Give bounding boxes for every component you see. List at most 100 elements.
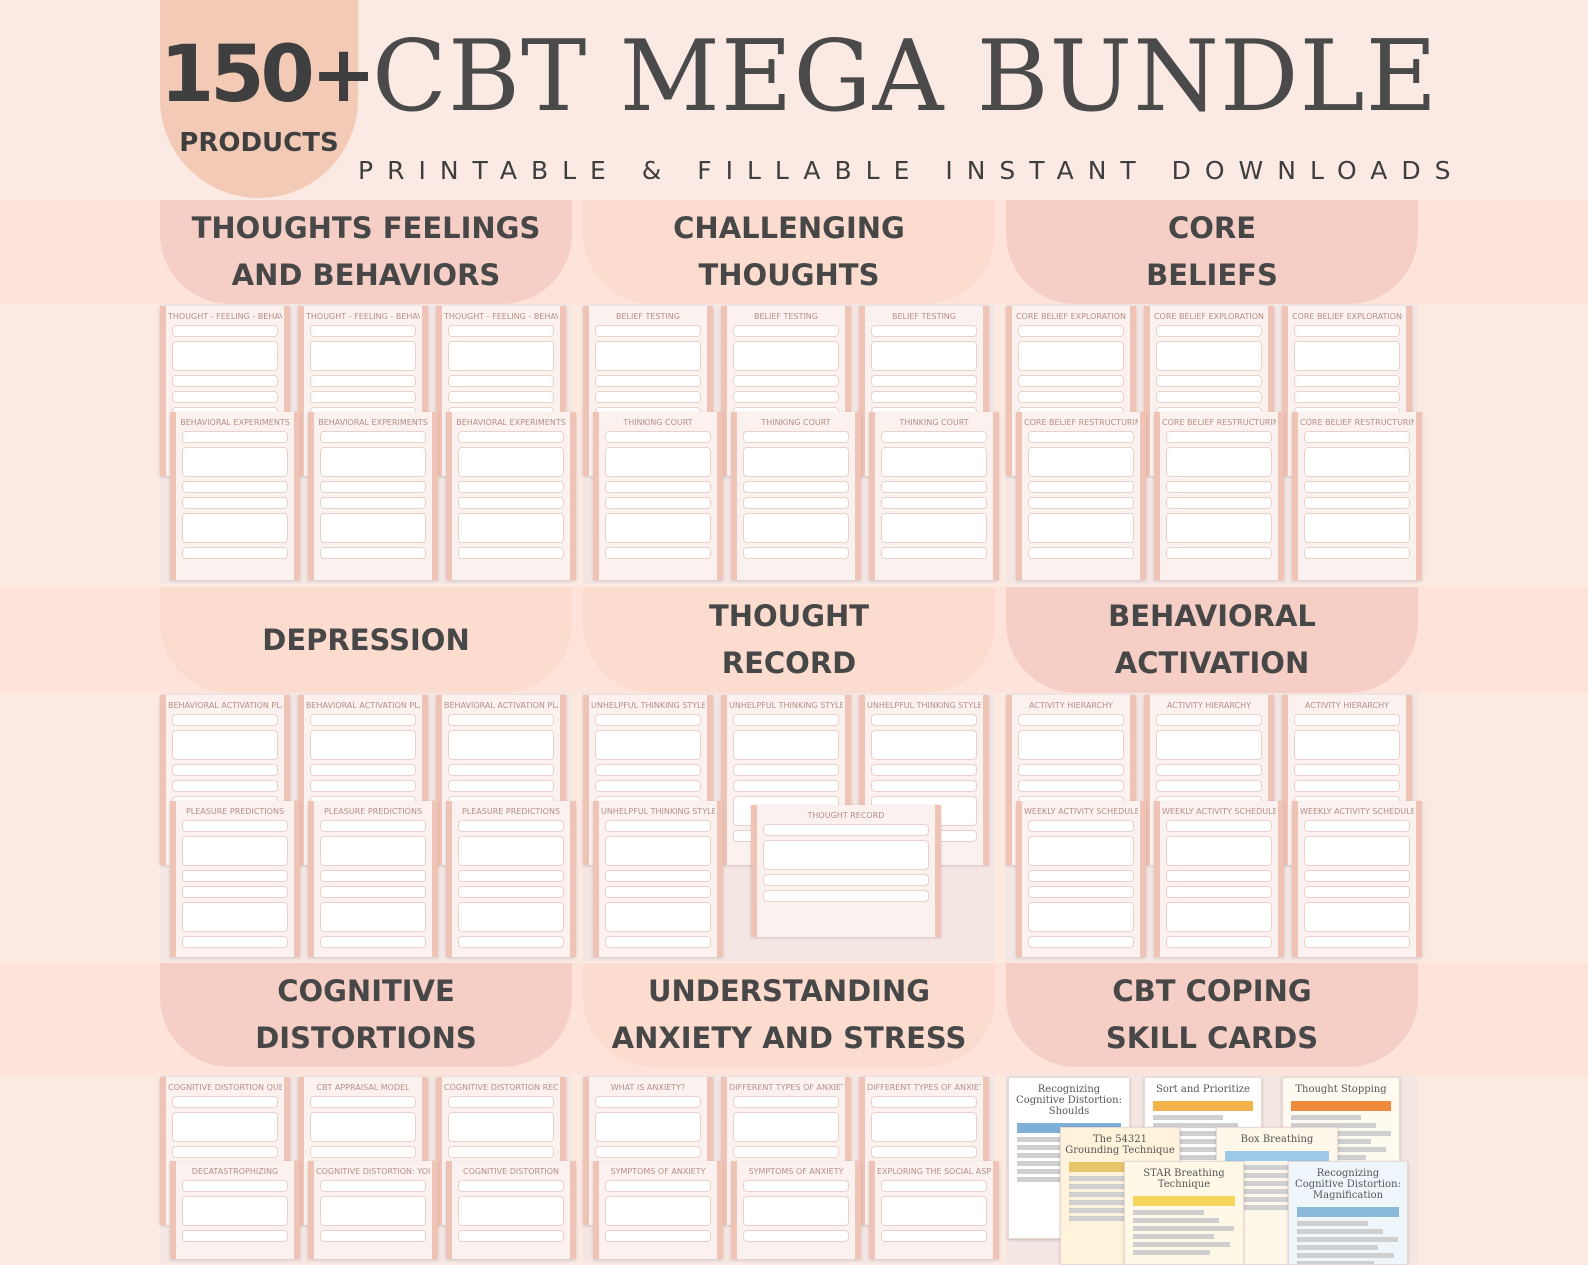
- worksheet-field: [320, 886, 426, 898]
- worksheet-field: [1028, 481, 1134, 493]
- card-title: Recognizing Cognitive Distortion: Should…: [1016, 1084, 1122, 1117]
- worksheet-field: [172, 325, 278, 337]
- worksheet-field: [1166, 820, 1272, 832]
- worksheet-title: CORE BELIEF EXPLORATION: [1015, 312, 1127, 321]
- worksheet-field: [1294, 764, 1400, 776]
- worksheet-title: COGNITIVE DISTORTION: [462, 1167, 560, 1176]
- worksheet-field: [458, 936, 564, 948]
- worksheet-title: WHAT IS ANXIETY?: [610, 1083, 686, 1092]
- worksheet-field: [1028, 836, 1134, 866]
- worksheet-field: [320, 1196, 426, 1226]
- card-text-line: [1291, 1115, 1361, 1120]
- section-tab: DEPRESSION: [160, 587, 572, 693]
- worksheet-field: [1018, 375, 1124, 387]
- section-title: CORE BELIEFS: [1146, 211, 1278, 292]
- worksheet-field: [1304, 431, 1410, 443]
- worksheet-field: [320, 936, 426, 948]
- worksheet-field: [733, 764, 839, 776]
- worksheet-field: [310, 730, 416, 760]
- card-accent-bar: [1225, 1151, 1329, 1161]
- coping-skill-card[interactable]: Recognizing Cognitive Distortion: Magnif…: [1288, 1161, 1408, 1265]
- worksheet-field: [182, 902, 288, 932]
- worksheet-field: [881, 497, 987, 509]
- worksheet-title: THOUGHT RECORD: [807, 811, 885, 820]
- worksheet-field: [320, 836, 426, 866]
- worksheet-thumbnail[interactable]: THINKING COURT: [869, 412, 999, 580]
- section-title: CHALLENGING THOUGHTS: [673, 211, 905, 292]
- worksheet-title: CORE BELIEF RESTRUCTURING: [1300, 418, 1414, 427]
- worksheet-field: [458, 1196, 564, 1226]
- worksheet-thumbnail[interactable]: CORE BELIEF RESTRUCTURING: [1016, 412, 1146, 580]
- worksheet-thumbnail[interactable]: THOUGHT RECORD: [751, 805, 941, 937]
- worksheet-title: SYMPTOMS OF ANXIETY: [748, 1167, 844, 1176]
- worksheet-thumbnail[interactable]: DECATASTROPHIZING: [170, 1161, 300, 1259]
- card-text-line: [1225, 1205, 1303, 1210]
- worksheet-field: [172, 1096, 278, 1108]
- worksheet-field: [871, 730, 977, 760]
- worksheet-field: [172, 341, 278, 371]
- worksheet-title: COGNITIVE DISTORTION RECORDING MY THOUGH…: [444, 1083, 558, 1092]
- worksheet-thumbnail[interactable]: BEHAVIORAL EXPERIMENTS: [170, 412, 300, 580]
- worksheet-field: [733, 341, 839, 371]
- worksheet-field: [1018, 325, 1124, 337]
- worksheet-title: ACTIVITY HIERARCHY: [1304, 701, 1390, 710]
- worksheet-field: [1028, 547, 1134, 559]
- card-title: Thought Stopping: [1295, 1084, 1387, 1095]
- worksheet-field: [458, 902, 564, 932]
- worksheet-thumbnail[interactable]: THINKING COURT: [731, 412, 861, 580]
- worksheet-thumbnail[interactable]: THOUGHT - FEELING - BEHAVIOR TRIANGLE: [160, 306, 290, 476]
- worksheet-title: WEEKLY ACTIVITY SCHEDULE: [1162, 807, 1276, 816]
- worksheet-title: UNHELPFUL THINKING STYLES: [601, 807, 715, 816]
- worksheet-thumbnail[interactable]: CORE BELIEF RESTRUCTURING: [1292, 412, 1422, 580]
- worksheet-title: BELIEF TESTING: [753, 312, 818, 321]
- worksheet-thumbnail[interactable]: PLEASURE PREDICTIONS: [170, 801, 300, 957]
- worksheet-field: [881, 513, 987, 543]
- worksheet-thumbnail[interactable]: EXPLORING THE SOCIAL ASPECT OF ANXIETY: [869, 1161, 999, 1259]
- worksheet-thumbnail[interactable]: SYMPTOMS OF ANXIETY: [731, 1161, 861, 1259]
- worksheet-title: CORE BELIEF EXPLORATION: [1291, 312, 1403, 321]
- worksheet-thumbnail[interactable]: COGNITIVE DISTORTION: YOUR INNER RULES: [308, 1161, 438, 1259]
- worksheet-thumbnail[interactable]: UNHELPFUL THINKING STYLES: [593, 801, 723, 957]
- worksheet-thumbnail[interactable]: SYMPTOMS OF ANXIETY: [593, 1161, 723, 1259]
- worksheet-field: [310, 714, 416, 726]
- worksheet-thumbnail[interactable]: COGNITIVE DISTORTION: [446, 1161, 576, 1259]
- card-text-line: [1069, 1200, 1151, 1205]
- worksheet-field: [743, 547, 849, 559]
- worksheet-thumbnail[interactable]: THINKING COURT: [593, 412, 723, 580]
- worksheet-thumbnail[interactable]: PLEASURE PREDICTIONS: [446, 801, 576, 957]
- worksheet-thumbnail[interactable]: WEEKLY ACTIVITY SCHEDULE: [1154, 801, 1284, 957]
- worksheet-field: [733, 1112, 839, 1142]
- worksheet-field: [763, 874, 929, 886]
- card-text-line: [1225, 1197, 1324, 1202]
- card-text-line: [1153, 1139, 1234, 1144]
- worksheet-field: [605, 870, 711, 882]
- worksheet-thumbnail[interactable]: BEHAVIORAL EXPERIMENTS: [308, 412, 438, 580]
- worksheet-field: [182, 447, 288, 477]
- worksheet-field: [1156, 780, 1262, 792]
- worksheet-field: [871, 780, 977, 792]
- worksheet-field: [1156, 375, 1262, 387]
- worksheet-field: [763, 890, 929, 902]
- worksheet-field: [320, 1230, 426, 1242]
- worksheet-title: BEHAVIORAL EXPERIMENTS: [180, 418, 290, 427]
- coping-skill-card[interactable]: STAR Breathing Technique: [1124, 1161, 1244, 1265]
- worksheet-field: [172, 1146, 278, 1158]
- section-tab: CHALLENGING THOUGHTS: [583, 200, 995, 304]
- worksheet-field: [182, 870, 288, 882]
- worksheet-thumbnail[interactable]: WEEKLY ACTIVITY SCHEDULE: [1292, 801, 1422, 957]
- worksheet-thumbnail[interactable]: CORE BELIEF RESTRUCTURING: [1154, 412, 1284, 580]
- worksheet-field: [1304, 481, 1410, 493]
- worksheet-thumbnail[interactable]: PLEASURE PREDICTIONS: [308, 801, 438, 957]
- worksheet-field: [871, 391, 977, 403]
- worksheet-field: [172, 764, 278, 776]
- card-text-line: [1069, 1216, 1146, 1221]
- worksheet-title: EXPLORING THE SOCIAL ASPECT OF ANXIETY: [877, 1167, 991, 1176]
- worksheet-field: [182, 431, 288, 443]
- worksheet-thumbnail[interactable]: WEEKLY ACTIVITY SCHEDULE: [1016, 801, 1146, 957]
- worksheet-field: [320, 513, 426, 543]
- section-title: DEPRESSION: [262, 622, 470, 657]
- worksheet-thumbnail[interactable]: BEHAVIORAL EXPERIMENTS: [446, 412, 576, 580]
- worksheet-field: [1166, 547, 1272, 559]
- worksheet-field: [1166, 902, 1272, 932]
- card-text-line: [1133, 1234, 1215, 1239]
